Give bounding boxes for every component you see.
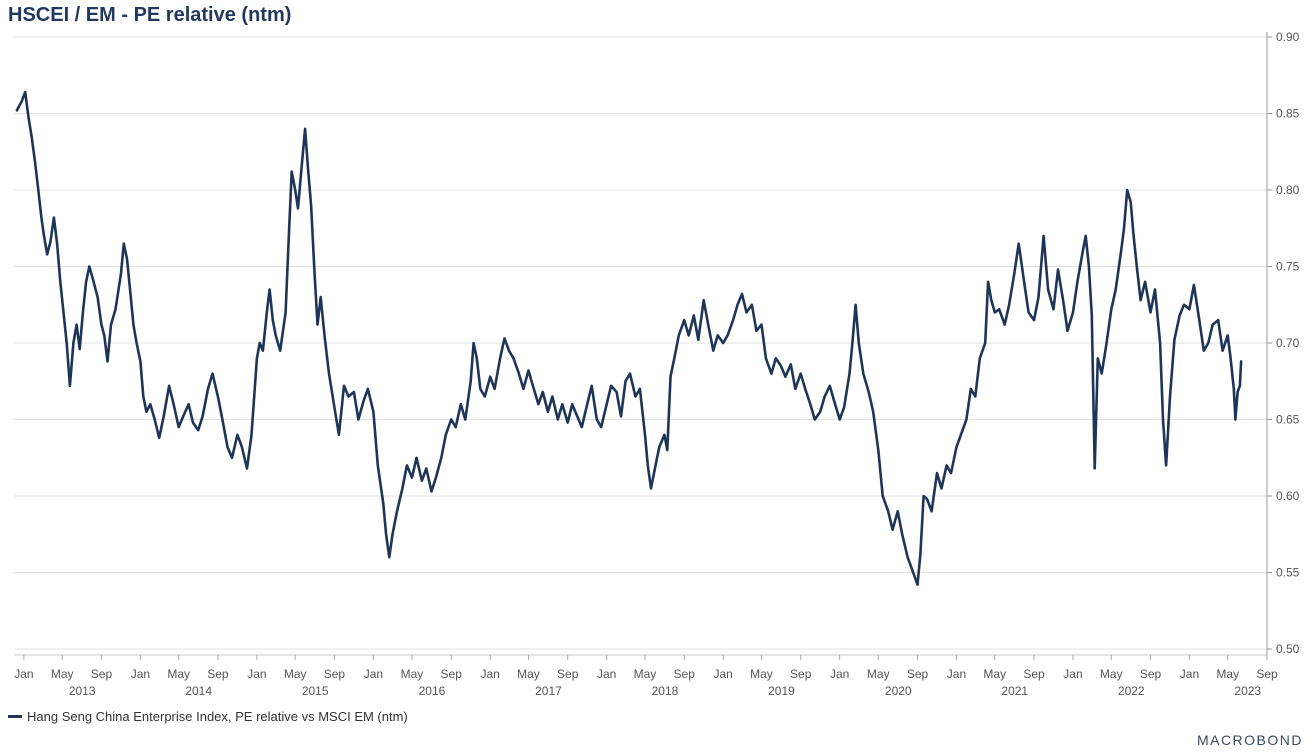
x-tick-label: May <box>167 667 190 681</box>
x-tick-label: Jan <box>713 667 732 681</box>
x-tick-label: Sep <box>674 667 696 681</box>
y-tick-label: 0.55 <box>1276 566 1300 580</box>
x-year-label: 2013 <box>69 684 96 698</box>
x-tick-label: Sep <box>1256 667 1278 681</box>
legend-swatch <box>8 715 22 718</box>
series-line-hscei-pe-relative <box>15 90 1243 586</box>
x-tick-label: Sep <box>907 667 929 681</box>
x-tick-label: Jan <box>1063 667 1082 681</box>
x-year-label: 2023 <box>1234 684 1261 698</box>
x-tick-label: May <box>750 667 773 681</box>
x-year-label: 2020 <box>885 684 912 698</box>
y-tick-label: 0.60 <box>1276 489 1300 503</box>
chart-title: HSCEI / EM - PE relative (ntm) <box>8 4 292 26</box>
x-tick-label: Jan <box>364 667 383 681</box>
y-tick-labels: 0.50 0.55 0.60 0.65 0.70 0.75 0.80 0.85 0.90 <box>1276 30 1300 656</box>
x-tick-label: Jan <box>131 667 150 681</box>
x-year-label: 2016 <box>419 684 446 698</box>
x-tick-label: May <box>1216 667 1239 681</box>
x-tick-label: Jan <box>1180 667 1199 681</box>
x-tick-label: Jan <box>480 667 499 681</box>
x-tick-label: May <box>517 667 540 681</box>
x-tick-label: Jan <box>247 667 266 681</box>
x-year-label: 2017 <box>535 684 562 698</box>
x-tick-label: May <box>1100 667 1123 681</box>
x-year-label: 2019 <box>768 684 795 698</box>
axes <box>14 32 1272 660</box>
x-year-label: 2018 <box>652 684 679 698</box>
x-tick-label: Sep <box>1023 667 1045 681</box>
y-tick-label: 0.85 <box>1276 107 1300 121</box>
x-tick-label: May <box>983 667 1006 681</box>
x-tick-labels: Jan May Sep Jan May Sep Jan May Sep Jan May Sep Jan M… <box>14 667 1278 698</box>
x-tick-label: Sep <box>324 667 346 681</box>
series-group <box>15 90 1243 586</box>
x-tick-label: Sep <box>557 667 579 681</box>
x-tick-label: Sep <box>207 667 229 681</box>
x-tick-label: Sep <box>790 667 812 681</box>
x-year-label: 2022 <box>1118 684 1145 698</box>
x-year-label: 2015 <box>302 684 329 698</box>
y-tick-label: 0.70 <box>1276 336 1300 350</box>
y-tick-label: 0.90 <box>1276 30 1300 44</box>
x-tick-label: Jan <box>830 667 849 681</box>
grid-lines <box>14 36 1267 650</box>
x-tick-label: Sep <box>91 667 113 681</box>
x-year-label: 2021 <box>1001 684 1028 698</box>
x-year-label: 2014 <box>185 684 212 698</box>
legend-label: Hang Seng China Enterprise Index, PE rel… <box>27 709 408 724</box>
x-tick-label: Jan <box>597 667 616 681</box>
legend: Hang Seng China Enterprise Index, PE rel… <box>8 709 408 724</box>
x-tick-label: May <box>867 667 890 681</box>
y-tick-label: 0.50 <box>1276 642 1300 656</box>
macrobond-logo: MACROBOND <box>1196 732 1303 748</box>
x-tick-label: May <box>284 667 307 681</box>
x-tick-label: Jan <box>14 667 33 681</box>
x-tick-label: Jan <box>947 667 966 681</box>
x-tick-label: May <box>51 667 74 681</box>
y-tick-label: 0.75 <box>1276 260 1300 274</box>
x-tick-label: May <box>634 667 657 681</box>
y-tick-label: 0.65 <box>1276 413 1300 427</box>
y-tick-label: 0.80 <box>1276 183 1300 197</box>
x-tick-label: Sep <box>441 667 463 681</box>
x-tick-label: Sep <box>1140 667 1162 681</box>
x-tick-label: May <box>401 667 424 681</box>
